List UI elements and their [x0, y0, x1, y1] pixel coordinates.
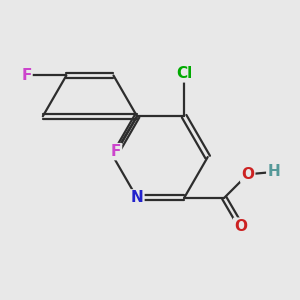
- Text: O: O: [241, 167, 254, 182]
- Text: F: F: [21, 68, 32, 83]
- Text: N: N: [131, 190, 143, 206]
- Text: F: F: [111, 144, 121, 159]
- Text: H: H: [267, 164, 280, 179]
- Text: O: O: [234, 219, 247, 234]
- Text: Cl: Cl: [176, 66, 192, 81]
